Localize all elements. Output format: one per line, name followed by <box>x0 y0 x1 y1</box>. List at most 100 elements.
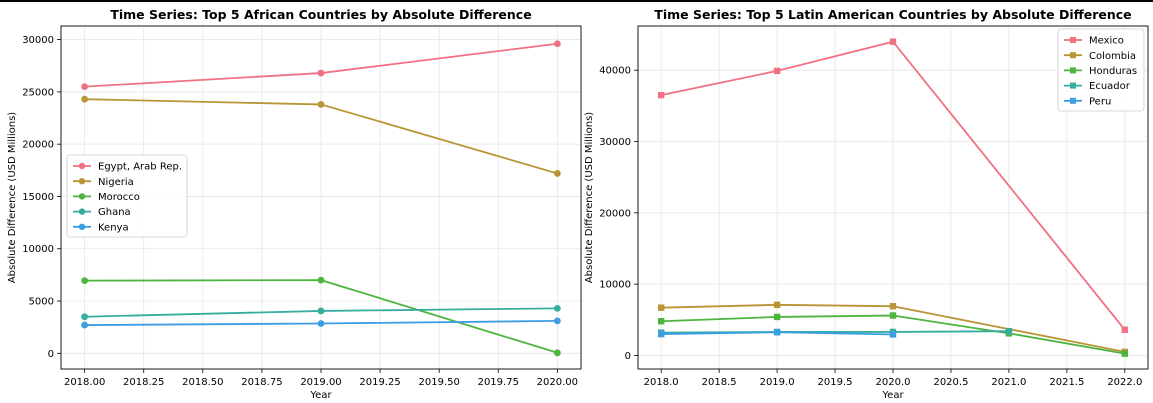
x-tick-label: 2018.5 <box>702 377 737 388</box>
series-line <box>660 40 1126 331</box>
y-tick-label: 0 <box>625 351 631 362</box>
series-0 <box>81 40 561 91</box>
legend-marker <box>1070 52 1076 59</box>
y-axis-label: Absolute Difference (USD Millions) <box>584 112 595 283</box>
data-point <box>773 329 781 336</box>
x-axis-label: Year <box>309 390 332 401</box>
y-tick-label: 40000 <box>599 66 631 77</box>
data-point <box>317 101 325 108</box>
chart-title: Time Series: Top 5 African Countries by … <box>110 7 531 22</box>
legend-marker <box>1070 82 1076 89</box>
x-tick-label: 2019.75 <box>478 377 519 388</box>
y-tick-label: 25000 <box>22 87 54 98</box>
x-tick-label: 2020.00 <box>537 377 578 388</box>
legend-marker <box>78 223 86 230</box>
x-tick-label: 2021.0 <box>991 377 1026 388</box>
y-tick-label: 30000 <box>599 137 631 148</box>
chart-panel-2: 2018.0 2018.5 2019.0 2019.5 2020.0 2020.5 2021… <box>584 7 1149 401</box>
legend-marker <box>78 208 86 215</box>
data-point <box>773 301 781 309</box>
data-point <box>773 313 781 321</box>
y-tick-label: 10000 <box>599 280 631 291</box>
y-tick-label: 20000 <box>599 208 631 219</box>
x-tick-label: 2020.0 <box>876 377 911 388</box>
legend-box <box>66 154 188 238</box>
x-tick-label: 2019.25 <box>359 377 400 388</box>
y-tick-label: 5000 <box>29 297 54 308</box>
legend-marker <box>1070 97 1076 104</box>
data-point <box>1005 328 1013 335</box>
x-tick-label: 2019.5 <box>818 377 853 388</box>
data-point <box>553 317 561 325</box>
data-point <box>553 40 561 48</box>
data-point <box>1121 350 1129 357</box>
data-point <box>889 312 897 319</box>
chart-panel-1: 2018.00 2018.25 2018.50 2018.75 2019.00 2019.… <box>7 7 582 401</box>
x-axis-label: Year <box>881 390 904 401</box>
legend: Egypt, Arab Rep. Nigeria Morocco Ghana Kenya <box>66 154 188 238</box>
data-point <box>889 331 897 338</box>
x-tick-label: 2018.0 <box>644 377 679 388</box>
x-tick-label: 2018.75 <box>241 377 282 388</box>
series-3 <box>81 304 561 321</box>
data-point <box>81 313 89 321</box>
data-point <box>553 304 561 312</box>
data-point <box>81 83 89 91</box>
x-tick-label: 2019.0 <box>760 377 795 388</box>
legend-label: Ghana <box>98 207 131 218</box>
legend-label: Mexico <box>1089 36 1124 47</box>
y-tick-label: 30000 <box>22 35 54 46</box>
legend-label: Honduras <box>1089 66 1137 77</box>
series-4 <box>81 317 561 329</box>
series-1 <box>81 95 561 177</box>
y-tick-label: 0 <box>48 349 54 360</box>
x-tick-label: 2018.50 <box>182 377 223 388</box>
legend-box <box>1057 28 1145 112</box>
legend-label: Morocco <box>98 192 140 203</box>
legend-label: Peru <box>1089 96 1111 107</box>
data-point <box>889 38 897 45</box>
legend-marker <box>78 178 86 185</box>
data-point <box>773 67 781 75</box>
legend-marker <box>78 193 86 200</box>
legend-marker <box>78 162 86 170</box>
legend-label: Nigeria <box>98 177 134 188</box>
x-tick-label: 2018.25 <box>123 377 164 388</box>
data-point <box>81 95 89 103</box>
legend-marker <box>1070 67 1076 74</box>
legend: Mexico Colombia Honduras Ecuador Peru <box>1057 28 1145 112</box>
data-point <box>553 170 561 177</box>
legend-label: Kenya <box>98 222 129 233</box>
legend-marker <box>1070 37 1076 43</box>
chart-title: Time Series: Top 5 Latin American Countr… <box>654 7 1131 22</box>
data-point <box>81 277 89 285</box>
x-tick-label: 2018.00 <box>64 377 105 388</box>
data-point <box>553 349 561 357</box>
data-point <box>657 91 665 99</box>
legend-label: Ecuador <box>1089 81 1131 92</box>
data-point <box>1121 326 1129 333</box>
y-tick-label: 15000 <box>22 192 54 203</box>
x-tick-label: 2019.50 <box>419 377 460 388</box>
data-point <box>317 276 325 284</box>
y-tick-label: 20000 <box>22 140 54 151</box>
data-point <box>889 303 897 310</box>
series-2 <box>81 276 561 357</box>
y-axis-label: Absolute Difference (USD Millions) <box>7 112 18 283</box>
x-tick-label: 2019.00 <box>300 377 341 388</box>
data-point <box>317 69 325 77</box>
series-0 <box>657 38 1129 333</box>
data-point <box>657 304 665 311</box>
data-point <box>317 320 325 327</box>
y-tick-label: 10000 <box>22 244 54 255</box>
x-tick-label: 2022.0 <box>1107 377 1142 388</box>
data-point <box>317 307 325 315</box>
data-point <box>657 330 665 338</box>
legend-label: Colombia <box>1089 51 1136 62</box>
top-border <box>0 0 1153 2</box>
data-point <box>81 321 89 329</box>
x-tick-label: 2020.5 <box>933 377 968 388</box>
series-4 <box>657 329 897 338</box>
x-tick-label: 2021.5 <box>1049 377 1084 388</box>
